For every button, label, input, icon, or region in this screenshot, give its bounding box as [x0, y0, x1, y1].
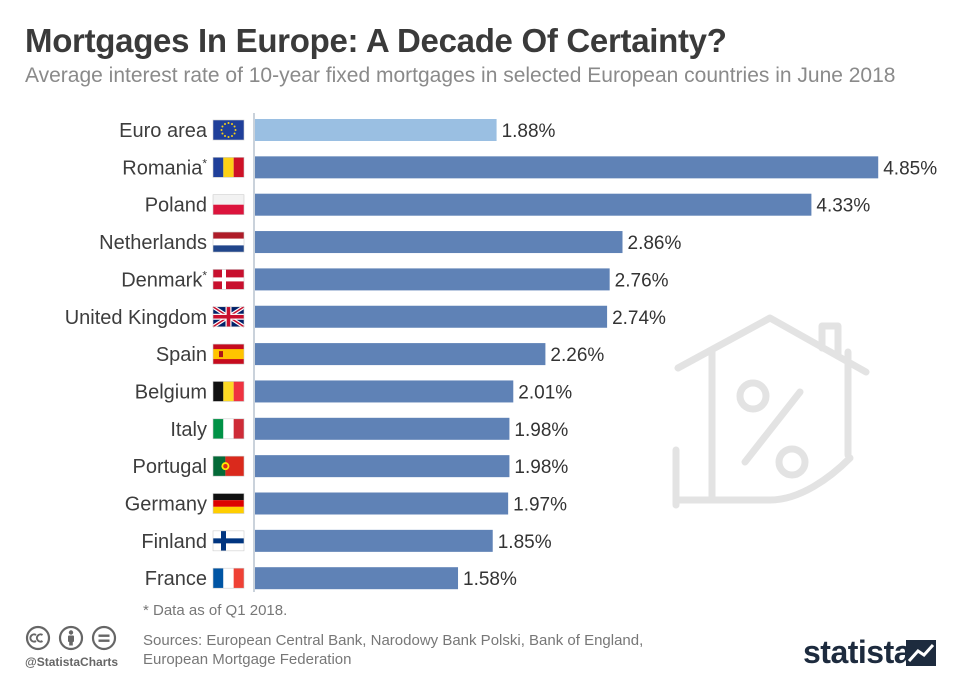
category-label: France	[145, 568, 207, 590]
france-flag-icon	[212, 567, 245, 589]
bar-row: France 1.58%	[145, 567, 517, 590]
bar-row: Germany 1.97%	[125, 492, 567, 516]
bar	[255, 193, 812, 216]
portugal-flag-icon	[212, 455, 245, 477]
value-label: 2.86%	[628, 233, 682, 254]
poland-flag-icon	[212, 194, 245, 215]
value-label: 1.88%	[502, 121, 556, 142]
sources-line-1: Sources: European Central Bank, Narodowy…	[143, 632, 644, 649]
sources-line-2: European Mortgage Federation	[143, 651, 352, 668]
category-label: Italy	[170, 419, 207, 441]
house-percent-icon	[672, 314, 870, 509]
bar	[255, 268, 610, 291]
value-label: 1.58%	[463, 569, 517, 590]
bar-row: Denmark* 2.76%	[121, 268, 669, 291]
value-label: 2.74%	[612, 308, 666, 329]
license-icons	[25, 625, 117, 651]
value-label: 2.76%	[615, 270, 669, 291]
category-label: Romania*	[122, 156, 207, 179]
bar	[255, 492, 509, 515]
category-label: Finland	[141, 531, 207, 553]
category-label: Euro area	[119, 120, 208, 142]
bar	[255, 305, 608, 328]
bar	[255, 343, 546, 366]
eu-flag-icon	[212, 119, 245, 141]
bar-row: Poland 4.33%	[145, 193, 870, 217]
value-label: 1.85%	[498, 532, 552, 553]
denmark-flag-icon	[212, 269, 245, 290]
bar	[255, 529, 493, 552]
netherlands-flag-icon	[212, 231, 245, 253]
value-label: 1.98%	[514, 420, 568, 441]
bar-row: Romania* 4.85%	[122, 156, 937, 179]
category-label: Portugal	[133, 456, 208, 478]
sources: Sources: European Central Bank, Narodowy…	[143, 631, 643, 669]
chart-title: Mortgages In Europe: A Decade Of Certain…	[25, 22, 727, 59]
category-label: Poland	[145, 195, 207, 217]
category-label: Denmark*	[121, 268, 207, 291]
romania-flag-icon	[212, 157, 245, 178]
bar	[255, 380, 514, 403]
bar-row: United Kingdom 2.74%	[65, 305, 666, 329]
footnote: * Data as of Q1 2018.	[143, 602, 288, 619]
bar	[255, 417, 510, 440]
bar	[255, 455, 510, 478]
bar-row: Belgium 2.01%	[135, 380, 572, 403]
bar	[255, 567, 459, 590]
attribution-icon	[58, 625, 84, 651]
statista-logo-text: statista	[803, 634, 912, 670]
chart-subtitle: Average interest rate of 10-year fixed m…	[25, 64, 896, 87]
bar	[255, 231, 623, 254]
united-kingdom-flag-icon	[211, 305, 246, 329]
germany-flag-icon	[212, 493, 245, 514]
bar-row: Portugal 1.98%	[133, 455, 568, 478]
bar	[255, 156, 879, 179]
italy-flag-icon	[212, 418, 245, 440]
category-label: Spain	[156, 344, 207, 366]
statista-logo-icon	[906, 640, 936, 666]
bar-row: Finland 1.85%	[141, 529, 552, 553]
value-label: 2.26%	[550, 345, 604, 366]
value-label: 1.98%	[514, 457, 568, 478]
category-label: Germany	[125, 494, 207, 516]
bar-row: Italy 1.98%	[170, 417, 568, 441]
spain-flag-icon	[212, 343, 245, 365]
category-label: United Kingdom	[65, 307, 207, 329]
bar-row: Spain 2.26%	[156, 343, 604, 366]
bar	[255, 119, 497, 141]
bar-row: Euro area 1.88%	[119, 119, 556, 142]
value-label: 4.85%	[883, 158, 937, 179]
statista-handle: @StatistaCharts	[25, 655, 119, 669]
value-label: 1.97%	[513, 495, 567, 516]
value-label: 2.01%	[518, 382, 572, 403]
bar-chart: Euro area 1.88% Romania* 4.85% Poland 4.33% Ne…	[65, 113, 937, 592]
value-label: 4.33%	[816, 196, 870, 217]
belgium-flag-icon	[212, 381, 245, 402]
category-label: Netherlands	[99, 232, 207, 254]
bar-row: Netherlands 2.86%	[99, 231, 681, 254]
finland-flag-icon	[212, 530, 245, 552]
no-derivatives-icon	[91, 625, 117, 651]
creative-commons-icon	[25, 625, 51, 651]
category-label: Belgium	[135, 381, 207, 403]
